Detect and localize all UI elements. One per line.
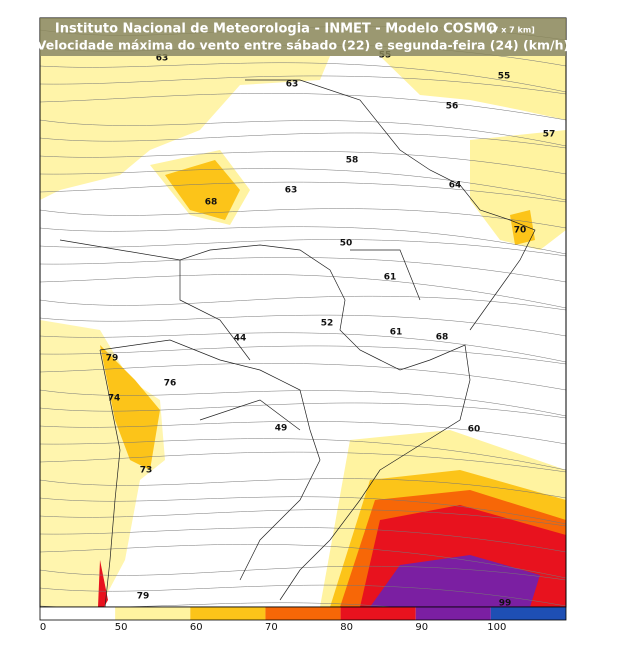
colorbar-segment [265,607,341,620]
colorbar-segment [340,607,416,620]
streamline [40,274,566,309]
value-label: 52 [321,319,334,329]
value-label: 73 [140,466,153,476]
streamline [40,527,566,553]
streamline [40,438,566,471]
value-label: 68 [205,198,218,208]
streamline [40,181,566,203]
streamline [40,345,566,365]
wind-80-area [98,560,108,607]
streamline [40,402,566,419]
colorbar-segment [190,607,266,620]
streamline [40,132,566,149]
value-label: 44 [234,334,247,344]
value-label: 55 [498,72,511,82]
value-label: 79 [137,592,150,602]
value-label: 64 [449,181,462,191]
streamline [40,226,566,255]
value-label: 68 [436,333,449,343]
colorbar-tick-label: 50 [115,622,128,633]
title: Instituto Nacional de Meteorologia - INM… [55,22,497,37]
streamline [40,451,566,473]
value-label: 63 [286,80,299,90]
streamline [40,93,566,121]
value-label: 76 [164,379,177,389]
borders [59,79,536,607]
streamline [40,509,566,527]
colorbar-frame [39,606,567,621]
colorbar-segment [115,607,191,620]
streamline [40,119,566,147]
colorbar-segment [415,607,491,620]
colorbar-tick-label: 90 [415,622,428,633]
colorbar-segment [40,607,116,620]
map: 6355556356575864636870506152614468797674… [40,18,566,609]
value-label: 49 [275,424,288,434]
colorbar-tick-label: 70 [265,622,278,633]
colorbar-tick-label: 60 [190,622,203,633]
wind-90-area [370,555,540,607]
streamline [40,208,566,229]
value-label: 61 [390,328,403,338]
value-label: 63 [285,186,298,196]
streamline [40,389,566,417]
value-label: 99 [499,599,512,609]
value-label: 61 [384,273,397,283]
value-label: 56 [446,102,459,112]
streamline [40,168,566,201]
title-box [40,18,566,56]
colorbar-tick-label: 80 [340,622,353,633]
colorbar-tick-label: 0 [40,622,46,633]
streamline [40,75,566,95]
streamline [40,584,566,607]
streamline [40,239,566,257]
streamline [40,565,566,581]
streamline [40,295,566,311]
streamline [40,544,566,579]
value-label: 79 [106,354,119,364]
value-label: 58 [346,156,359,166]
value-label: 74 [108,394,121,404]
streamline [40,151,566,175]
subtitle: Velocidade máxima do vento entre sábado … [37,38,569,53]
streamline [40,332,566,363]
value-label: 63 [156,54,169,64]
streamline [40,496,566,525]
streamline [40,421,566,445]
streamline [40,257,566,283]
value-label: 60 [468,425,481,435]
colorbar: 0 50 60 70 80 90 100 [39,606,567,633]
colorbar-tick-label: 100 [487,622,506,633]
value-label: 57 [543,130,556,140]
streamline [40,478,566,499]
value-label: 50 [340,239,353,249]
streamline [40,314,566,337]
colorbar-segment [490,607,566,620]
value-label: 70 [514,226,527,236]
resolution: [7 x 7 km] [489,26,535,35]
streamline [40,602,396,607]
streamline [40,62,566,93]
